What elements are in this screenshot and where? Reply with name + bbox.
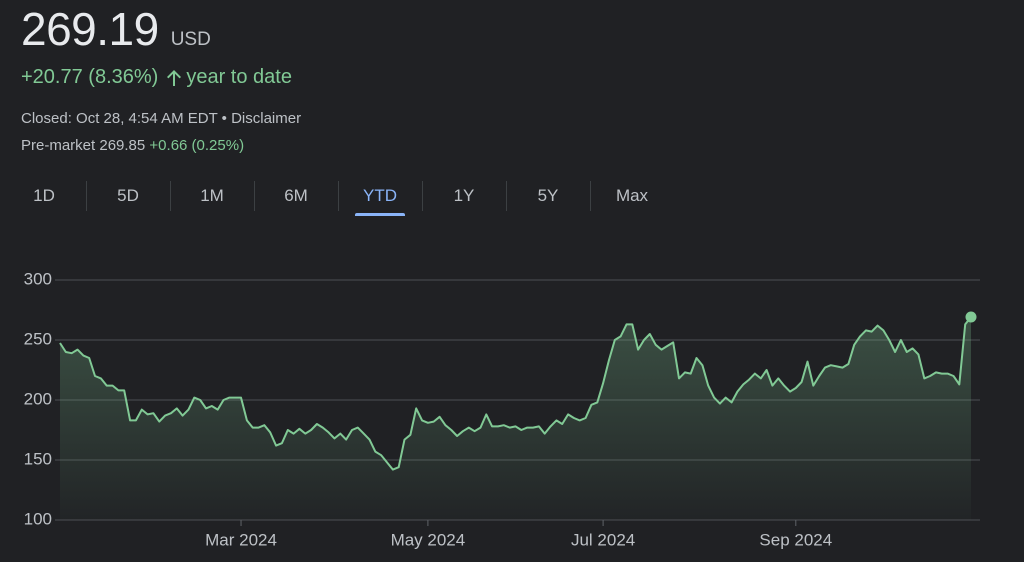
range-tab[interactable]: Max (615, 186, 649, 205)
active-underline (355, 213, 405, 216)
y-tick-label: 100 (24, 509, 52, 528)
x-tick-label: Sep 2024 (759, 530, 832, 549)
area (60, 317, 971, 520)
range-tab[interactable]: 1Y (453, 186, 475, 205)
tab-separator (338, 181, 339, 211)
range-tab[interactable]: YTD (338, 178, 422, 216)
premarket-price: 269.85 (99, 137, 146, 154)
x-tick-label: Jul 2024 (571, 530, 635, 549)
price-line (59, 316, 972, 471)
tab-separator (506, 181, 507, 211)
tab-separator (254, 181, 255, 211)
price-row: 269.19 USD (21, 2, 211, 56)
tab-separator (422, 181, 423, 211)
y-tick-label: 300 (24, 269, 52, 288)
premarket-label: Pre-market (21, 137, 96, 154)
range-tab[interactable]: 5Y (537, 186, 559, 205)
change-row: +20.77 (8.36%) year to date (21, 66, 292, 89)
range-tab[interactable]: 1D (33, 186, 55, 205)
y-tick-label: 200 (24, 389, 52, 408)
x-tick-label: May 2024 (391, 530, 466, 549)
tab-separator (86, 181, 87, 211)
y-tick-label: 250 (24, 329, 52, 348)
y-tick-label: 150 (24, 449, 52, 468)
period: year to date (186, 66, 292, 88)
up-arrow (167, 69, 182, 86)
last-point (965, 311, 977, 323)
range-tab[interactable]: 1M (200, 186, 224, 205)
range-tab[interactable]: 5D (117, 186, 139, 205)
currency: USD (170, 29, 211, 50)
premarket-change: +0.66 (0.25%) (149, 137, 245, 154)
premarket-row: Pre-market 269.85 +0.66 (0.25%) (21, 137, 244, 154)
tab-separator (170, 181, 171, 211)
x-tick-label: Mar 2024 (205, 530, 277, 549)
change: +20.77 (8.36%) (21, 66, 159, 88)
range-tab[interactable]: 6M (284, 186, 308, 205)
tab-separator (590, 181, 591, 211)
closed-note: Closed: Oct 28, 4:54 AM EDT • Disclaimer (21, 110, 302, 127)
price: 269.19 (21, 3, 159, 55)
